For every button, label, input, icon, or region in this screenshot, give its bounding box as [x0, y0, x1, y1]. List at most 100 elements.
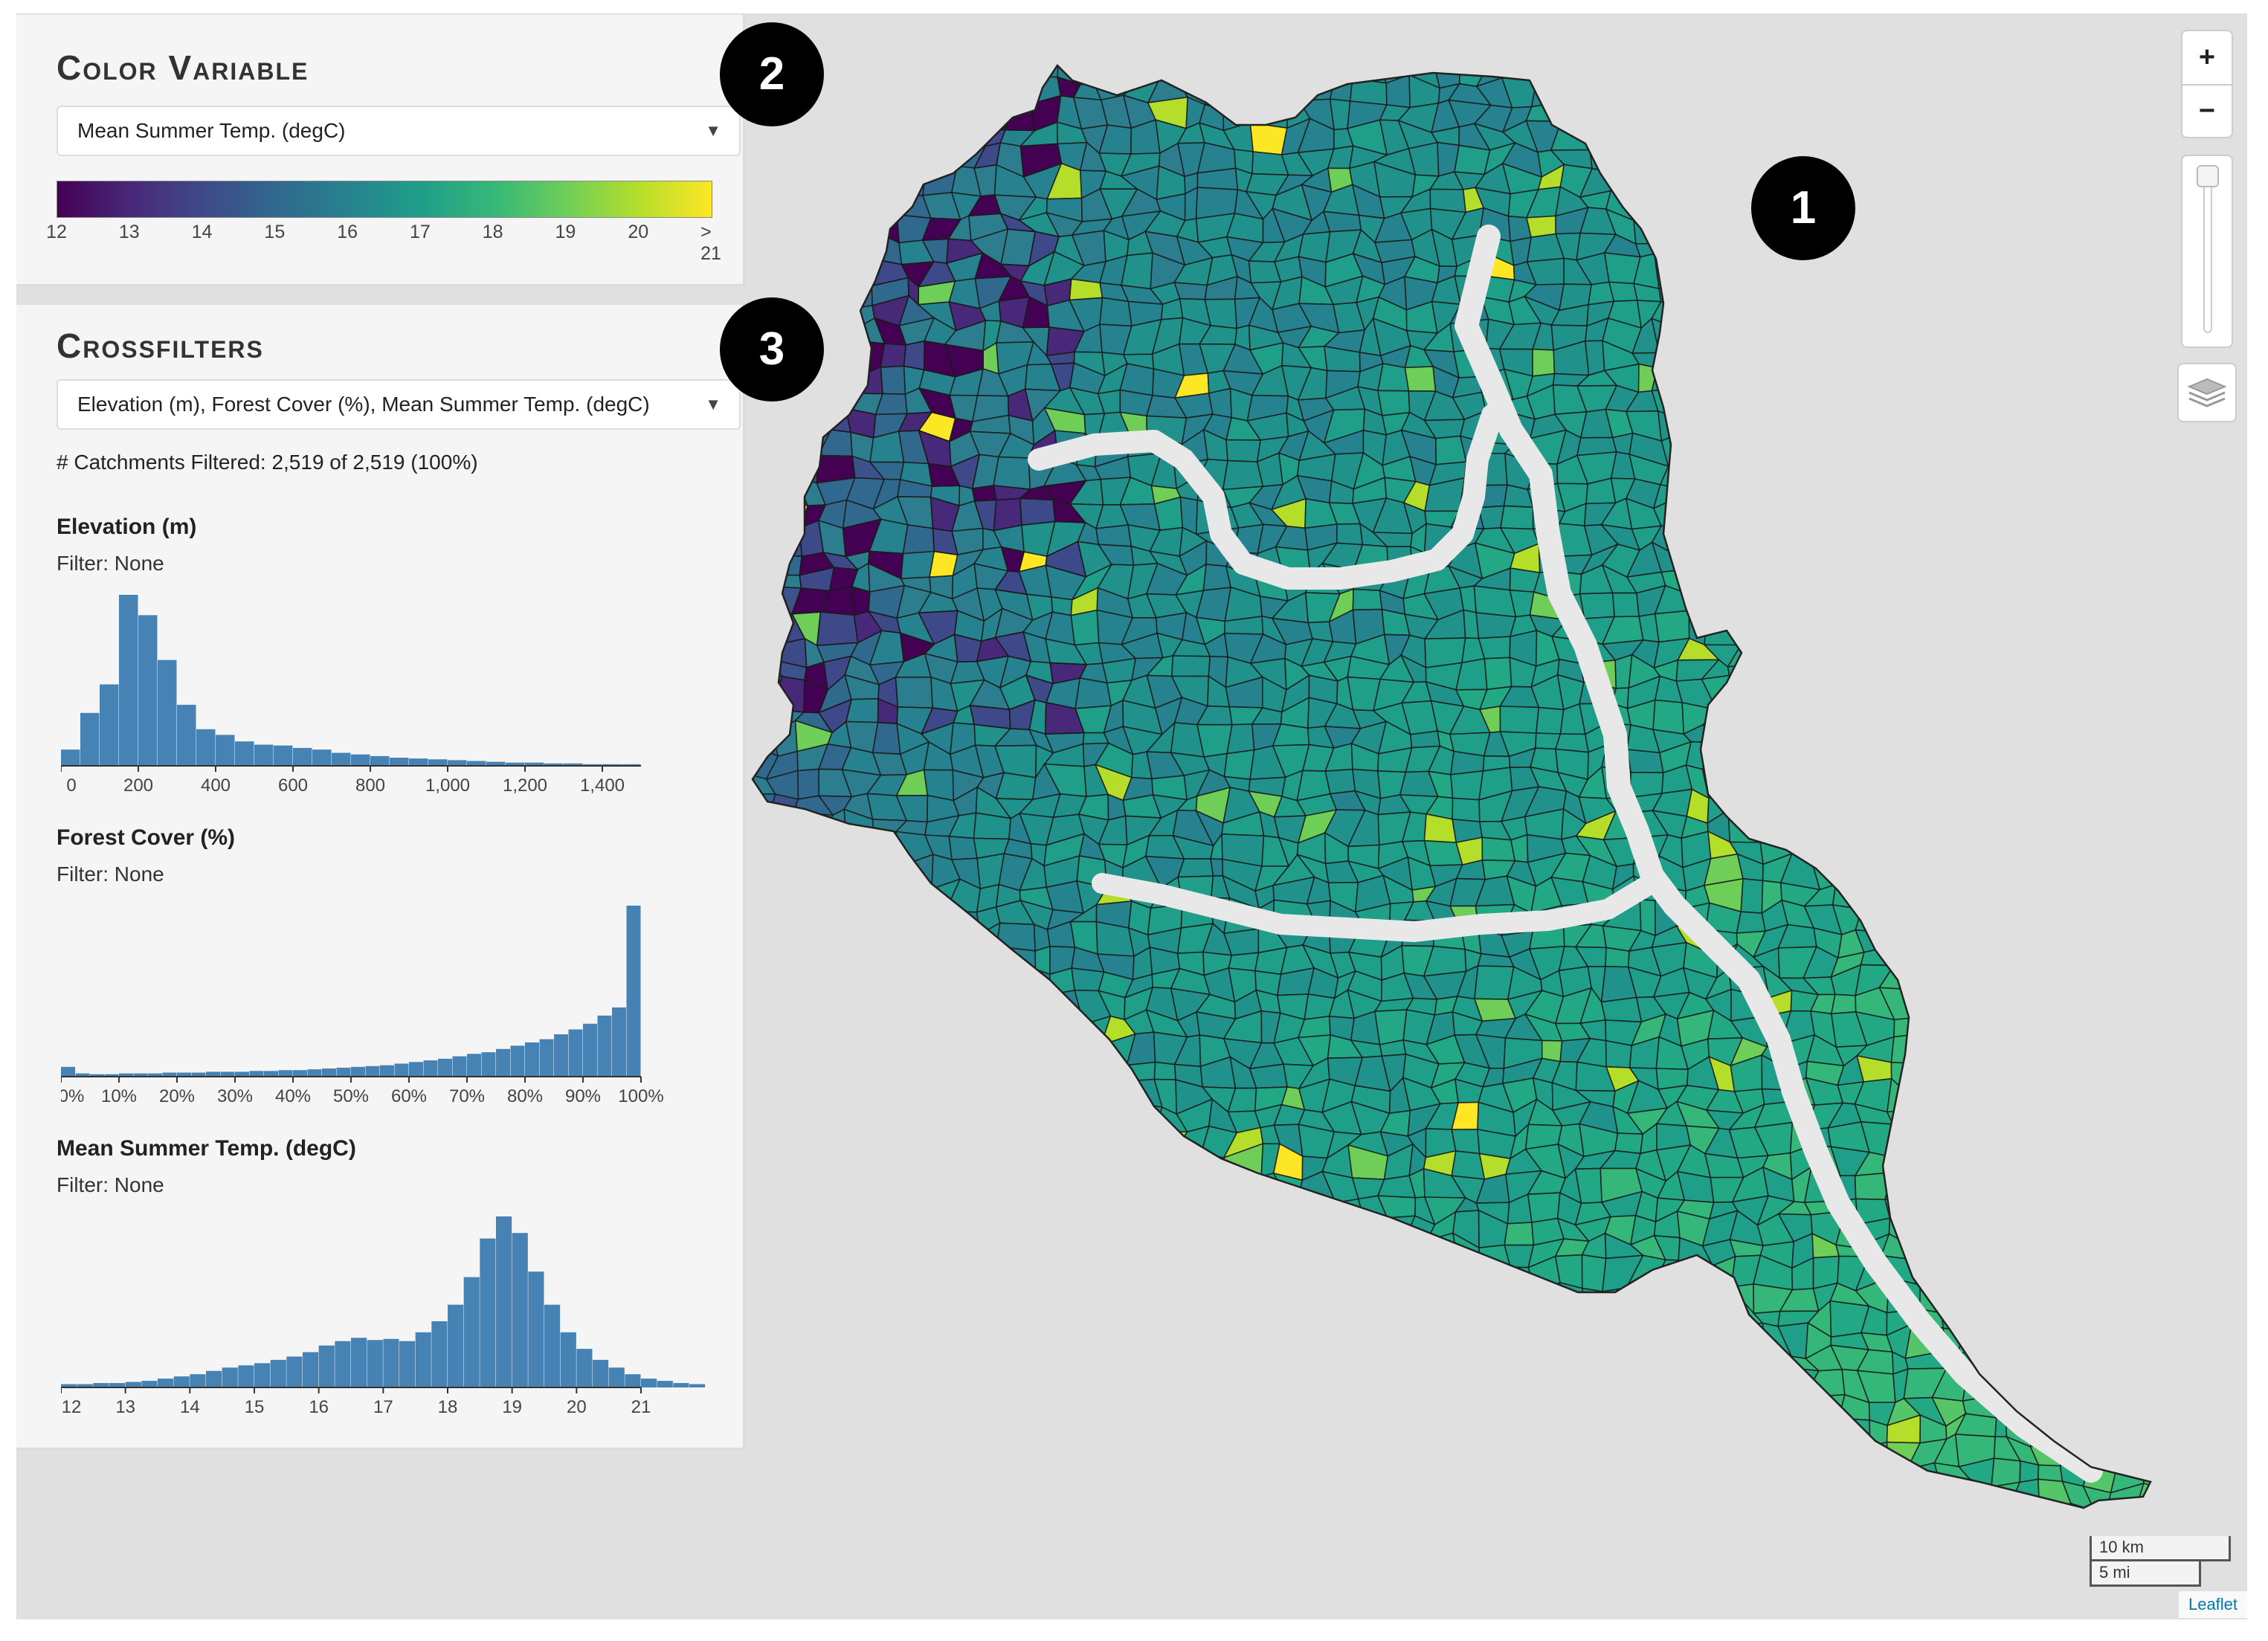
catchment[interactable]	[819, 1013, 860, 1044]
catchment[interactable]	[2133, 764, 2171, 799]
catchment[interactable]	[1550, 1485, 1594, 1504]
catchment[interactable]	[1454, 1366, 1483, 1398]
catchment[interactable]	[2006, 73, 2048, 109]
catchment[interactable]	[1827, 94, 1861, 129]
catchment[interactable]	[795, 393, 826, 422]
catchment[interactable]	[1910, 723, 1936, 752]
catchment[interactable]	[1701, 741, 1740, 779]
catchment[interactable]	[1599, 73, 1635, 104]
catchment[interactable]	[1678, 304, 1710, 330]
catchment[interactable]	[1660, 1502, 1695, 1538]
catchment[interactable]	[1654, 1325, 1683, 1360]
catchment[interactable]	[765, 453, 804, 489]
catchment[interactable]	[971, 485, 997, 502]
catchment[interactable]	[866, 1150, 909, 1167]
catchment[interactable]	[1766, 1500, 1791, 1537]
catchment[interactable]	[1702, 59, 1737, 81]
catchment[interactable]	[2011, 834, 2039, 868]
catchment[interactable]	[1377, 1370, 1414, 1397]
catchment[interactable]	[1935, 1281, 1958, 1316]
catchment[interactable]	[1984, 362, 2022, 396]
catchment[interactable]	[1229, 1176, 1264, 1203]
catchment[interactable]	[1905, 361, 1942, 393]
catchment[interactable]	[2006, 57, 2033, 82]
catchment[interactable]	[1759, 407, 1793, 437]
catchment[interactable]	[802, 257, 832, 281]
catchment[interactable]	[1353, 1369, 1385, 1398]
catchment[interactable]	[2007, 1510, 2041, 1532]
catchment[interactable]	[1374, 1503, 1413, 1525]
catchment[interactable]	[1503, 1370, 1530, 1399]
catchment[interactable]	[879, 1053, 909, 1086]
catchment[interactable]	[1657, 1523, 1691, 1555]
catchment[interactable]	[1101, 657, 1137, 684]
catchment[interactable]	[1979, 859, 2016, 891]
catchment[interactable]	[1271, 1329, 1309, 1359]
catchment[interactable]	[2032, 898, 2066, 929]
catchment[interactable]	[1532, 348, 1556, 377]
catchment[interactable]	[971, 1209, 1003, 1242]
catchment[interactable]	[2182, 587, 2220, 616]
leaflet-attribution-link[interactable]: Leaflet	[2179, 1591, 2247, 1618]
catchment[interactable]	[803, 855, 823, 888]
catchment[interactable]	[1981, 770, 2012, 799]
catchment[interactable]	[2114, 1144, 2138, 1179]
catchment[interactable]	[1756, 816, 1789, 844]
catchment[interactable]	[1930, 749, 1971, 776]
catchment[interactable]	[1608, 1313, 1633, 1338]
catchment[interactable]	[1931, 900, 1971, 930]
catchment[interactable]	[1022, 55, 1060, 78]
catchment[interactable]	[2030, 55, 2061, 82]
catchment[interactable]	[1809, 834, 1846, 863]
catchment[interactable]	[1908, 966, 1947, 1000]
catchment[interactable]	[1852, 857, 1890, 892]
catchment[interactable]	[1978, 1036, 2015, 1070]
catchment[interactable]	[822, 1528, 850, 1557]
catchment[interactable]	[1784, 52, 1807, 83]
catchment[interactable]	[1227, 1526, 1252, 1550]
catchment[interactable]	[741, 1439, 785, 1468]
catchment[interactable]	[2065, 144, 2096, 170]
catchment[interactable]	[791, 1100, 834, 1135]
catchment[interactable]	[846, 1219, 875, 1237]
catchment[interactable]	[2017, 274, 2039, 311]
catchment[interactable]	[797, 768, 820, 800]
catchment[interactable]	[2156, 1442, 2192, 1463]
catchment[interactable]	[1995, 570, 2013, 597]
catchment[interactable]	[2139, 141, 2170, 177]
catchment[interactable]	[1151, 1462, 1188, 1490]
catchment[interactable]	[1890, 1123, 1909, 1158]
catchment[interactable]	[819, 1187, 856, 1226]
catchment[interactable]	[1979, 280, 2019, 311]
catchment[interactable]	[1536, 706, 1565, 735]
catchment[interactable]	[1860, 615, 1897, 640]
catchment[interactable]	[774, 842, 810, 864]
catchment[interactable]	[2037, 255, 2066, 277]
catchment[interactable]	[1759, 1367, 1791, 1404]
catchment[interactable]	[2008, 964, 2037, 1000]
catchment[interactable]	[1352, 1354, 1388, 1381]
catchment[interactable]	[1409, 730, 1441, 749]
catchment[interactable]	[944, 1066, 986, 1093]
catchment[interactable]	[2038, 1239, 2064, 1268]
catchment[interactable]	[2060, 1236, 2095, 1267]
catchment[interactable]	[1173, 282, 1208, 300]
catchment[interactable]	[1933, 1109, 1974, 1134]
catchment[interactable]	[2191, 1326, 2220, 1348]
catchment[interactable]	[2140, 863, 2169, 884]
catchment[interactable]	[768, 523, 803, 558]
catchment[interactable]	[873, 1126, 895, 1158]
catchment[interactable]	[1978, 1321, 2021, 1355]
catchment[interactable]	[1208, 55, 1234, 82]
catchment[interactable]	[1374, 1480, 1411, 1515]
catchment[interactable]	[901, 926, 927, 953]
catchment[interactable]	[1686, 59, 1719, 82]
catchment[interactable]	[2135, 1187, 2171, 1217]
catchment[interactable]	[1978, 1352, 2022, 1376]
catchment[interactable]	[1835, 564, 1865, 599]
catchment[interactable]	[1966, 230, 1991, 260]
catchment[interactable]	[944, 909, 981, 935]
catchment[interactable]	[1965, 833, 1983, 866]
catchment[interactable]	[2013, 1009, 2044, 1039]
catchment[interactable]	[1181, 1259, 1211, 1293]
